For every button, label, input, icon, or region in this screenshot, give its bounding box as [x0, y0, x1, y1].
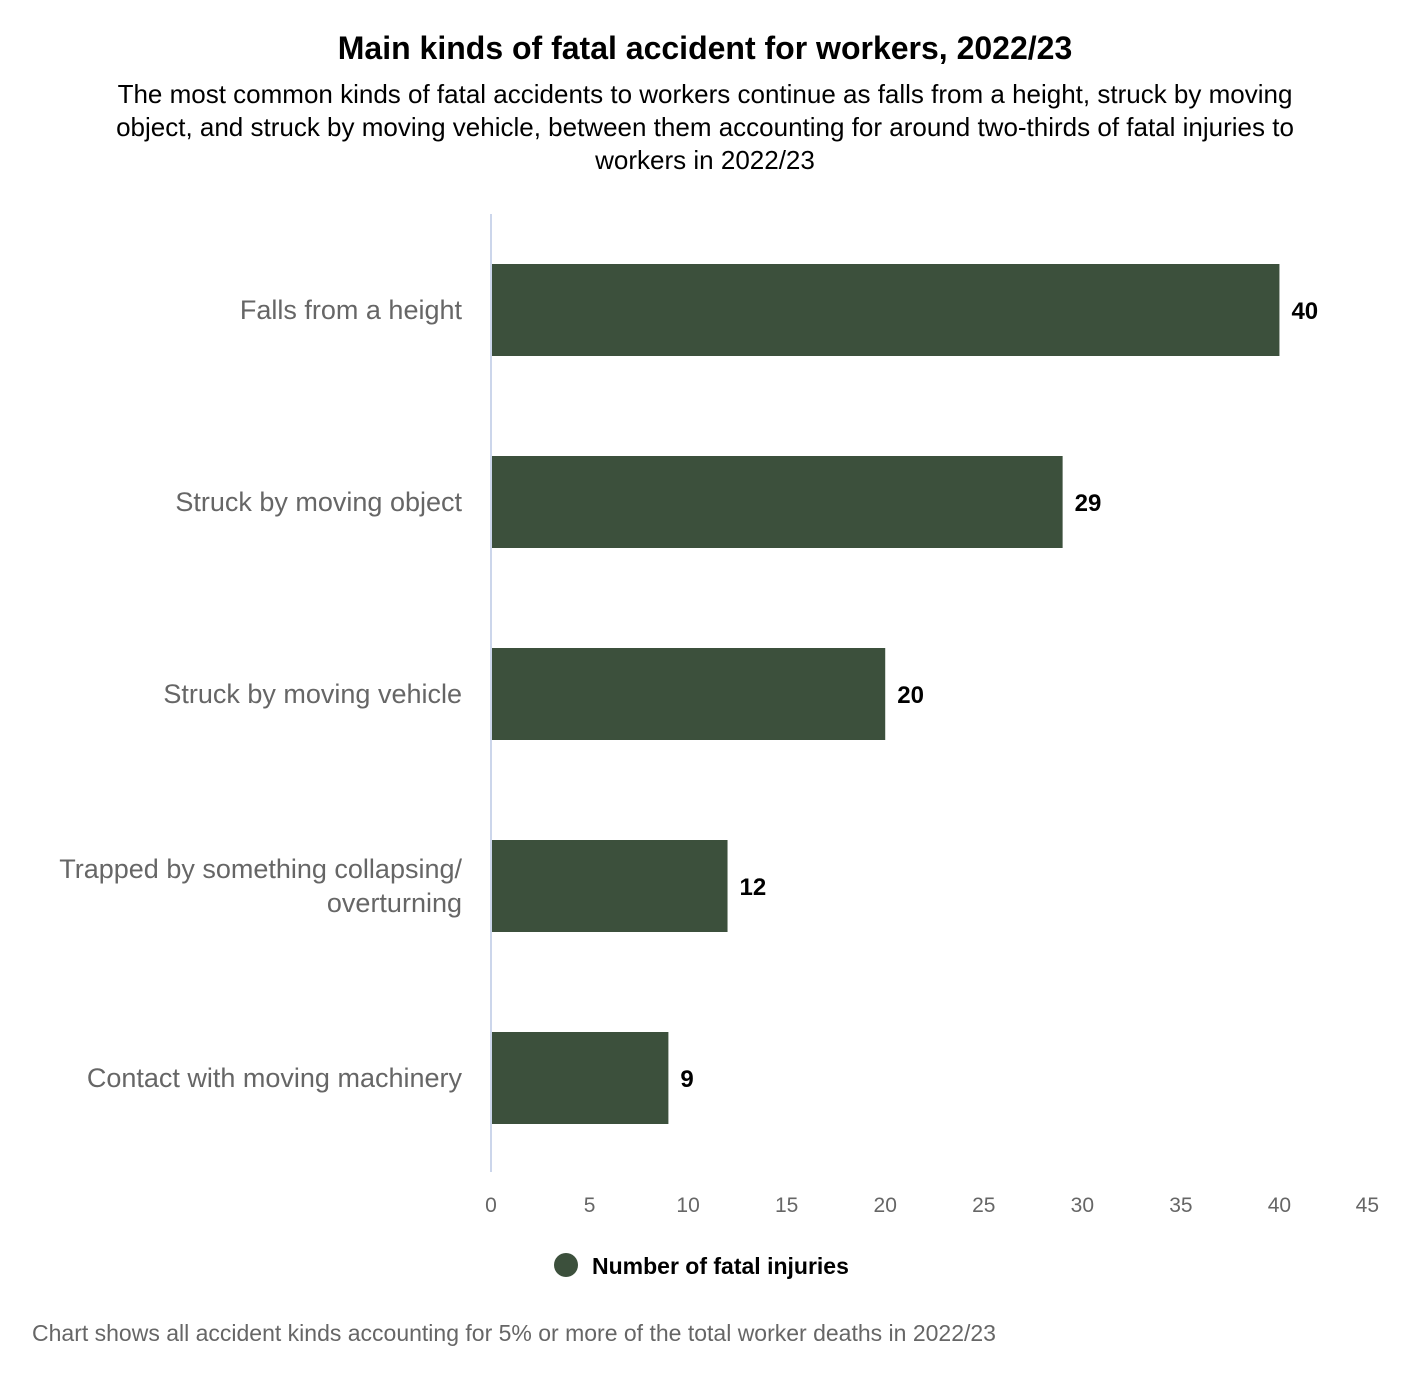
- value-label-2: 20: [897, 682, 924, 709]
- bar-3: [491, 840, 728, 932]
- category-label-3-line-1: overturning: [327, 888, 462, 918]
- legend-label[interactable]: Number of fatal injuries: [592, 1253, 849, 1279]
- x-tick-label-4: 20: [874, 1194, 897, 1217]
- x-tick-label-2: 10: [676, 1194, 699, 1217]
- category-label-3-line-0: Trapped by something collapsing/: [59, 854, 462, 884]
- x-tick-label-6: 30: [1071, 1194, 1094, 1217]
- value-labels: 40 29 20 12 9: [680, 298, 1318, 1093]
- value-label-0: 40: [1291, 298, 1318, 325]
- bar-4: [491, 1032, 669, 1124]
- legend: Number of fatal injuries: [554, 1253, 849, 1279]
- chart-footnote: Chart shows all accident kinds accountin…: [32, 1320, 996, 1346]
- bar-0: [491, 264, 1280, 356]
- chart-subtitle: The most common kinds of fatal accidents…: [116, 79, 1294, 175]
- category-labels: Falls from a height Struck by moving obje…: [59, 295, 462, 1093]
- x-tick-label-8: 40: [1268, 1194, 1291, 1217]
- value-label-4: 9: [680, 1066, 693, 1093]
- chart-title: Main kinds of fatal accident for workers…: [337, 30, 1073, 66]
- bars-layer: [491, 264, 1280, 1124]
- bar-2: [491, 648, 886, 740]
- category-label-4: Contact with moving machinery: [87, 1063, 463, 1093]
- bar-1: [491, 456, 1063, 548]
- value-label-1: 29: [1075, 490, 1102, 517]
- x-tick-label-5: 25: [972, 1194, 995, 1217]
- x-tick-label-0: 0: [485, 1194, 497, 1217]
- category-label-0: Falls from a height: [240, 295, 463, 325]
- x-axis-ticks: 0 5 10 15 20 25 30 35 40 45: [485, 1194, 1379, 1217]
- category-label-2: Struck by moving vehicle: [163, 679, 462, 709]
- x-tick-label-9: 45: [1356, 1194, 1379, 1217]
- category-label-1: Struck by moving object: [175, 487, 462, 517]
- value-label-3: 12: [740, 874, 767, 901]
- x-tick-label-7: 35: [1169, 1194, 1192, 1217]
- x-tick-label-3: 15: [775, 1194, 798, 1217]
- legend-marker: [554, 1253, 578, 1277]
- x-tick-label-1: 5: [584, 1194, 596, 1217]
